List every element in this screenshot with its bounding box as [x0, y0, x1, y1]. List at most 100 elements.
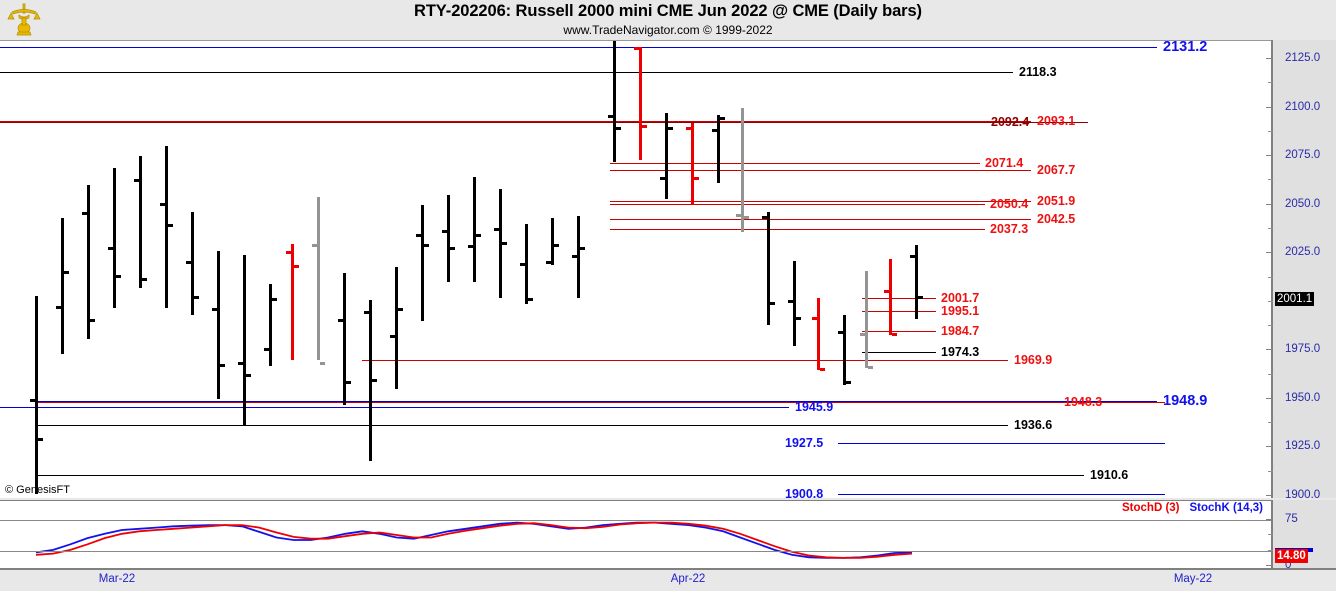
price-level-label[interactable]: 1995.1	[941, 304, 980, 319]
ohlc-bar-open-tick	[660, 177, 665, 181]
price-level-line[interactable]	[36, 401, 1157, 403]
stochastic-axis[interactable]: 75 0 14.80	[1266, 500, 1336, 571]
price-level-line[interactable]	[36, 424, 1008, 426]
ohlc-bar-stem	[243, 255, 246, 427]
price-level-line[interactable]	[610, 163, 980, 165]
price-level-line[interactable]	[362, 360, 1008, 362]
time-axis[interactable]: Mar-22 Apr-22 May-22	[0, 568, 1336, 591]
time-axis-label: Mar-22	[98, 573, 136, 585]
stochastic-axis-label: 75	[1285, 512, 1298, 525]
price-chart-pane[interactable]: 2131.2 2118.3 2093.1 2092.4 2071.4 2067.7 2051…	[0, 40, 1271, 498]
ohlc-bar-open-tick	[312, 243, 317, 247]
ohlc-bar-stem	[35, 295, 38, 495]
price-level-label[interactable]: 2051.9	[1037, 193, 1076, 208]
ohlc-bar	[686, 41, 699, 498]
price-axis-label: 2125.0	[1285, 52, 1321, 64]
price-level-label[interactable]: 1936.6	[1014, 417, 1053, 432]
stochastic-axis-minor-tick	[1268, 549, 1273, 551]
price-level-line[interactable]	[36, 402, 1165, 404]
price-level-label[interactable]: 1969.9	[1014, 353, 1053, 368]
ohlc-bar-open-tick	[468, 245, 473, 249]
price-level-line[interactable]	[838, 442, 1165, 444]
stochastic-gridline	[0, 519, 1271, 521]
price-level-label[interactable]: 1900.8	[785, 487, 824, 498]
ohlc-bar-stem	[665, 113, 668, 199]
ohlc-bar-stem	[421, 204, 424, 322]
price-level-label[interactable]: 2067.7	[1037, 163, 1076, 178]
price-level-label[interactable]: 2131.2	[1163, 40, 1208, 55]
ohlc-bar-close-tick	[294, 264, 299, 268]
ohlc-bar-stem	[317, 196, 320, 361]
ohlc-bar	[860, 41, 873, 498]
ohlc-bar-close-tick	[372, 379, 377, 383]
price-level-label[interactable]: 1927.5	[785, 435, 824, 450]
ohlc-bar-close-tick	[642, 125, 647, 129]
price-level-line[interactable]	[838, 494, 1165, 496]
price-level-label[interactable]: 2071.4	[985, 156, 1024, 171]
price-level-label[interactable]: 1945.9	[795, 399, 834, 414]
price-level-line[interactable]	[610, 229, 985, 231]
price-level-label[interactable]: 1974.3	[941, 344, 980, 359]
ohlc-bar-open-tick	[442, 229, 447, 233]
price-level-label[interactable]: 2092.4	[991, 115, 1030, 130]
price-level-label[interactable]: 2042.5	[1037, 212, 1076, 227]
price-level-label[interactable]: 2118.3	[1019, 65, 1057, 79]
ohlc-bar-stem	[191, 212, 194, 316]
price-level-line[interactable]	[610, 219, 1031, 221]
price-axis-minor-tick	[1268, 422, 1273, 424]
price-level-label[interactable]: 1948.3	[1064, 395, 1103, 410]
ohlc-bar-stem	[865, 270, 868, 368]
ohlc-bar-stem	[551, 218, 554, 265]
ohlc-bar	[212, 41, 225, 498]
price-level-line[interactable]	[862, 351, 936, 353]
price-level-line[interactable]	[0, 72, 1013, 73]
ohlc-bar-open-tick	[82, 212, 87, 216]
ohlc-bar-close-tick	[770, 301, 775, 305]
price-level-line[interactable]	[0, 122, 1088, 124]
ohlc-bar-stem	[717, 115, 720, 184]
ohlc-bar-close-tick	[868, 365, 873, 369]
ohlc-bar-close-tick	[116, 274, 121, 278]
price-level-line[interactable]	[36, 475, 1084, 477]
ohlc-bar-stem	[291, 243, 294, 361]
ohlc-bar-open-tick	[712, 128, 717, 132]
price-level-label[interactable]: 1948.9	[1163, 393, 1208, 410]
price-axis-tick	[1266, 252, 1273, 254]
ohlc-bar	[416, 41, 429, 498]
ohlc-bar-close-tick	[796, 317, 801, 321]
stochastic-pane[interactable]: StochD (3) StochK (14,3)	[0, 500, 1271, 568]
price-level-line[interactable]	[610, 200, 1031, 202]
price-axis-tick	[1266, 495, 1273, 496]
ohlc-bar-open-tick	[736, 214, 741, 218]
price-level-line[interactable]	[610, 170, 1031, 172]
price-level-label[interactable]: 2050.4	[990, 196, 1029, 211]
ohlc-bar-open-tick	[286, 251, 291, 255]
price-level-label[interactable]: 2001.7	[941, 291, 980, 306]
last-price-tag: 2001.1	[1275, 291, 1315, 306]
price-level-line[interactable]	[0, 46, 1157, 48]
price-axis-tick	[1266, 349, 1273, 351]
ohlc-bar-open-tick	[546, 260, 551, 264]
ohlc-bar-open-tick	[634, 47, 639, 51]
price-axis-label: 2100.0	[1285, 100, 1321, 113]
price-level-label[interactable]: 2093.1	[1037, 113, 1076, 128]
ohlc-bar-stem	[217, 251, 220, 399]
price-level-line[interactable]	[0, 406, 789, 408]
price-axis-tick	[1266, 58, 1273, 59]
price-axis-minor-tick	[1268, 470, 1273, 472]
ohlc-bar-stem	[817, 297, 820, 370]
ohlc-bar	[546, 41, 559, 498]
ohlc-bar-stem	[113, 167, 116, 308]
price-axis-label: 1975.0	[1285, 343, 1321, 356]
price-level-line[interactable]	[610, 203, 985, 205]
price-axis-label: 2050.0	[1285, 197, 1321, 210]
price-level-line[interactable]	[862, 311, 936, 313]
price-level-label[interactable]: 1910.6	[1090, 468, 1129, 483]
price-level-label[interactable]: 2037.3	[990, 222, 1029, 237]
price-level-line[interactable]	[862, 298, 936, 300]
ohlc-bar-close-tick	[846, 381, 851, 385]
price-level-line[interactable]	[0, 120, 1031, 122]
price-level-line[interactable]	[862, 331, 936, 333]
price-axis[interactable]: 2125.0 2100.0 2075.0 2050.0 2025.0 1975.0 1950…	[1266, 40, 1336, 501]
price-level-label[interactable]: 1984.7	[941, 324, 980, 339]
